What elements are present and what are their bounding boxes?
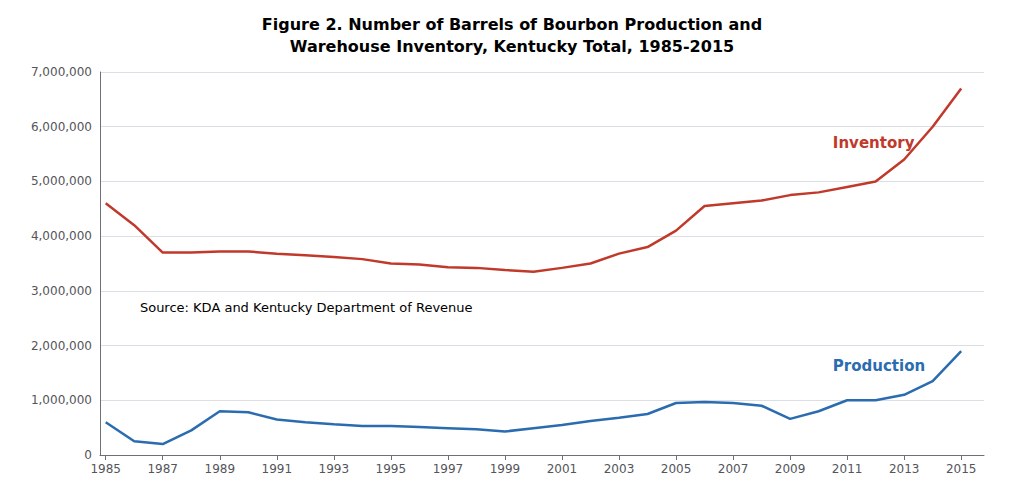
svg-text:1999: 1999 (490, 462, 521, 476)
svg-text:1991: 1991 (262, 462, 293, 476)
svg-text:2007: 2007 (718, 462, 749, 476)
svg-text:1995: 1995 (376, 462, 407, 476)
svg-text:2013: 2013 (889, 462, 920, 476)
svg-text:Warehouse Inventory, Kentucky: Warehouse Inventory, Kentucky Total, 198… (290, 37, 734, 56)
svg-text:2009: 2009 (775, 462, 806, 476)
svg-text:2011: 2011 (832, 462, 863, 476)
svg-text:5,000,000: 5,000,000 (31, 174, 92, 188)
svg-text:Production: Production (833, 357, 925, 375)
svg-text:4,000,000: 4,000,000 (31, 229, 92, 243)
svg-text:2015: 2015 (946, 462, 977, 476)
svg-text:2,000,000: 2,000,000 (31, 339, 92, 353)
svg-text:1993: 1993 (319, 462, 350, 476)
svg-text:2005: 2005 (661, 462, 692, 476)
svg-text:3,000,000: 3,000,000 (31, 284, 92, 298)
svg-text:0: 0 (84, 448, 92, 462)
svg-text:2003: 2003 (604, 462, 635, 476)
svg-text:1989: 1989 (204, 462, 235, 476)
svg-text:1,000,000: 1,000,000 (31, 393, 92, 407)
svg-text:1997: 1997 (433, 462, 464, 476)
svg-text:1985: 1985 (90, 462, 121, 476)
svg-text:6,000,000: 6,000,000 (31, 120, 92, 134)
svg-text:1987: 1987 (147, 462, 178, 476)
svg-text:7,000,000: 7,000,000 (31, 65, 92, 79)
svg-text:Inventory: Inventory (833, 134, 915, 152)
svg-text:Source: KDA and Kentucky Depar: Source: KDA and Kentucky Department of R… (140, 300, 473, 315)
svg-text:2001: 2001 (547, 462, 578, 476)
svg-text:Figure 2. Number of Barrels of: Figure 2. Number of Barrels of Bourbon P… (262, 15, 762, 34)
